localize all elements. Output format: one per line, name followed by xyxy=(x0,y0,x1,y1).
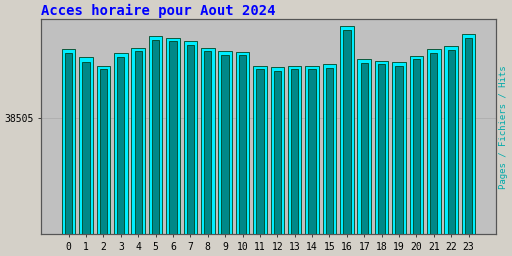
Bar xyxy=(427,49,441,256)
Bar xyxy=(375,61,389,256)
Bar xyxy=(201,48,215,256)
Bar xyxy=(62,49,75,256)
Bar xyxy=(222,55,229,256)
Bar xyxy=(357,59,371,256)
Bar xyxy=(291,69,298,256)
Bar xyxy=(236,52,249,256)
Bar xyxy=(410,56,423,256)
Bar xyxy=(100,69,107,256)
Bar xyxy=(97,66,110,256)
Bar xyxy=(273,71,281,256)
Bar xyxy=(152,40,159,256)
Bar xyxy=(465,38,472,256)
Y-axis label: Pages / Fichiers / Hits: Pages / Fichiers / Hits xyxy=(499,65,508,189)
Bar xyxy=(187,45,194,256)
Bar xyxy=(117,57,124,256)
Bar xyxy=(447,50,455,256)
Bar xyxy=(378,65,386,256)
Bar xyxy=(462,34,475,256)
Bar xyxy=(343,30,351,256)
Bar xyxy=(323,64,336,256)
Bar xyxy=(288,66,302,256)
Bar xyxy=(218,51,232,256)
Bar xyxy=(392,62,406,256)
Bar xyxy=(166,38,180,256)
Bar xyxy=(79,58,93,256)
Bar xyxy=(395,66,403,256)
Bar xyxy=(430,53,437,256)
Text: Acces horaire pour Aout 2024: Acces horaire pour Aout 2024 xyxy=(41,4,275,18)
Bar xyxy=(253,66,267,256)
Bar xyxy=(305,66,319,256)
Bar xyxy=(132,48,145,256)
Bar xyxy=(184,41,197,256)
Bar xyxy=(204,51,211,256)
Bar xyxy=(360,63,368,256)
Bar xyxy=(82,62,90,256)
Bar xyxy=(340,26,354,256)
Bar xyxy=(270,67,284,256)
Bar xyxy=(444,46,458,256)
Bar xyxy=(257,69,264,256)
Bar xyxy=(326,68,333,256)
Bar xyxy=(239,56,246,256)
Bar xyxy=(169,41,177,256)
Bar xyxy=(413,59,420,256)
Bar xyxy=(65,53,72,256)
Bar xyxy=(149,36,162,256)
Bar xyxy=(114,52,127,256)
Bar xyxy=(135,51,142,256)
Bar xyxy=(308,69,316,256)
